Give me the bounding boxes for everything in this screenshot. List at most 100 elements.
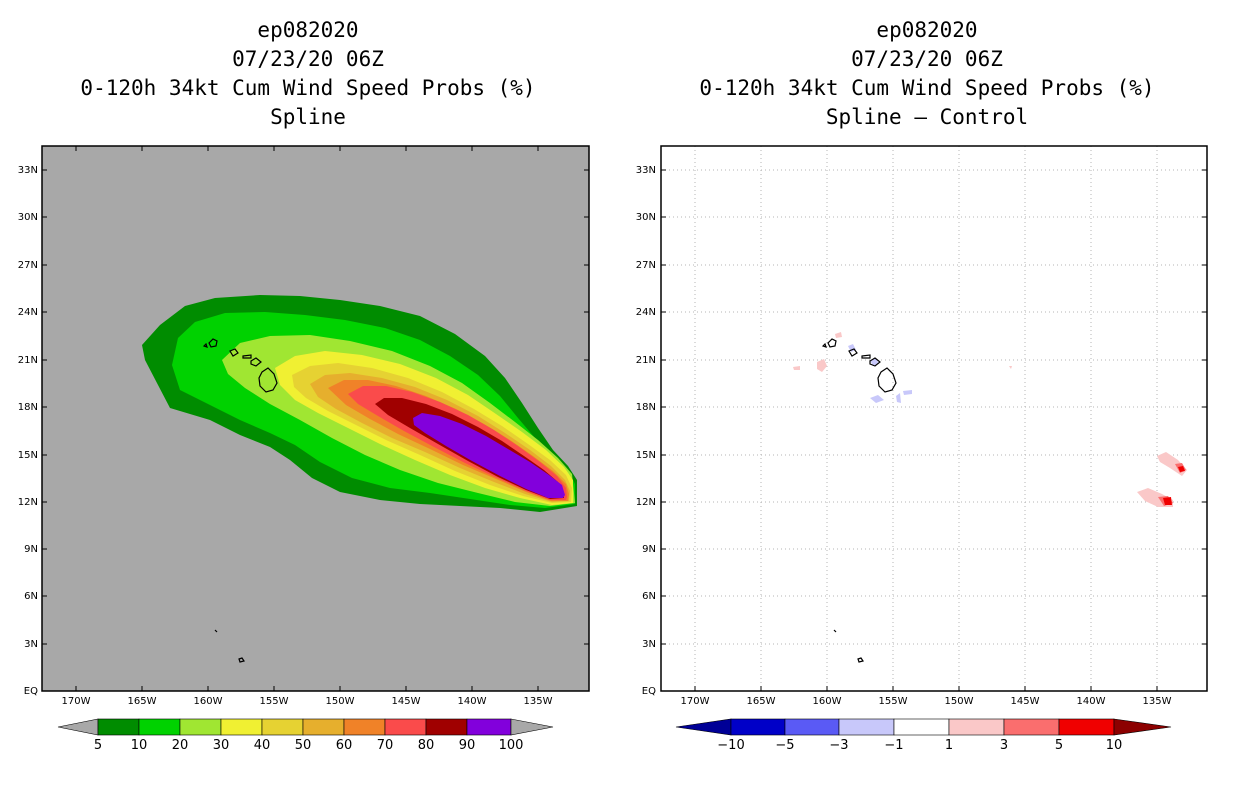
lon-label: 170W	[681, 696, 710, 707]
molokai-island	[242, 354, 252, 359]
oahu-island	[848, 348, 858, 357]
colorbar-swatch	[948, 718, 1005, 736]
positive-diff-patch	[835, 332, 842, 338]
colorbar-swatch	[784, 718, 840, 736]
hawaii-coastline	[821, 338, 897, 663]
lat-label: 18N	[636, 402, 656, 413]
lon-label: 165W	[747, 696, 776, 707]
lat-label: 30N	[636, 212, 656, 223]
forecast-time: 07/23/20 06Z	[851, 47, 1003, 71]
lon-label: 150W	[945, 696, 974, 707]
kauai-island	[827, 338, 837, 348]
product-name: 0-120h 34kt Cum Wind Speed Probs (%)	[699, 76, 1155, 100]
right-colorbar-labels: −10 −5 −3 −1 1 3 5 10	[717, 738, 1122, 753]
lat-label: 24N	[18, 307, 38, 318]
colorbar-label: 100	[499, 738, 524, 753]
negative-diff-patch	[870, 395, 884, 403]
colorbar-label: 5	[94, 738, 102, 753]
longitude-labels: 170W 165W 160W 155W 150W 145W 140W 135W	[681, 696, 1172, 707]
lon-label: 135W	[1143, 696, 1172, 707]
left-map-title: ep082020 07/23/20 06Z 0-120h 34kt Cum Wi…	[8, 16, 608, 132]
kiritimati-island	[857, 657, 864, 663]
lat-label: 15N	[18, 450, 38, 461]
colorbar-swatch	[302, 718, 345, 736]
lon-label: 150W	[326, 696, 355, 707]
lon-label: 160W	[194, 696, 223, 707]
colorbar-swatch	[425, 718, 468, 736]
longitude-axis	[694, 686, 1158, 691]
lat-label: 12N	[18, 497, 38, 508]
lat-label: 6N	[24, 591, 38, 602]
colorbar-under-arrow	[675, 718, 732, 736]
lat-label: EQ	[24, 686, 38, 697]
method-name: Spline	[270, 105, 346, 129]
negative-diff-patch	[903, 390, 912, 395]
colorbar-swatch	[138, 718, 181, 736]
niihau-island	[821, 342, 827, 348]
lat-label: 30N	[18, 212, 38, 223]
colorbar-label: 80	[418, 738, 435, 753]
longitude-axis	[75, 146, 539, 691]
colorbar-swatch	[343, 718, 386, 736]
colorbar-label: 40	[254, 738, 271, 753]
lat-label: 33N	[636, 165, 656, 176]
big-island	[258, 367, 278, 393]
positive-diff-patch	[1163, 497, 1172, 505]
colorbar-over-arrow	[1113, 718, 1172, 736]
molokai-island	[861, 354, 871, 359]
colorbar-label: −5	[775, 738, 794, 753]
colorbar-swatch	[220, 718, 263, 736]
latitude-axis	[661, 169, 1207, 692]
lat-label: 18N	[18, 402, 38, 413]
palmyra-atoll	[214, 629, 218, 633]
lon-label: 165W	[128, 696, 157, 707]
lat-label: 27N	[636, 260, 656, 271]
colorbar-label: −10	[717, 738, 744, 753]
lon-label: 145W	[392, 696, 421, 707]
lat-lon-gridlines	[661, 146, 1207, 691]
lat-label: 9N	[24, 544, 38, 555]
storm-id: ep082020	[257, 18, 359, 42]
lon-label: 140W	[1077, 696, 1106, 707]
left-map-panel: EQ 3N 6N 9N 12N 15N 18N 21N 24N 27N 30N …	[18, 145, 590, 753]
maui-island	[869, 357, 881, 367]
lat-label: 21N	[636, 355, 656, 366]
lat-label: 27N	[18, 260, 38, 271]
negative-diff-patch	[896, 393, 901, 403]
colorbar-swatch	[179, 718, 222, 736]
forecast-time: 07/23/20 06Z	[232, 47, 384, 71]
map-background	[661, 146, 1207, 691]
positive-diff-patch	[817, 359, 827, 372]
lat-label: 12N	[636, 497, 656, 508]
colorbar-label: 1	[945, 738, 953, 753]
colorbar-label: 60	[336, 738, 353, 753]
left-colorbar	[57, 718, 554, 736]
positive-diff-patch	[793, 366, 800, 370]
map-frame	[660, 145, 1208, 692]
colorbar-swatch	[97, 718, 140, 736]
lat-label: 3N	[24, 639, 38, 650]
left-colorbar-labels: 5 10 20 30 40 50 60 70 80 90 100	[94, 738, 524, 753]
colorbar-label: −1	[884, 738, 903, 753]
colorbar-label: −3	[829, 738, 848, 753]
lat-label: 6N	[642, 591, 656, 602]
lat-label: 9N	[642, 544, 656, 555]
big-island	[877, 367, 897, 393]
positive-diff-patch	[1178, 466, 1185, 472]
positive-diff-patch	[1009, 366, 1012, 369]
colorbar-under-arrow	[57, 718, 99, 736]
oahu-island	[229, 348, 239, 357]
colorbar-swatch	[261, 718, 304, 736]
product-name: 0-120h 34kt Cum Wind Speed Probs (%)	[80, 76, 536, 100]
storm-id: ep082020	[876, 18, 978, 42]
hawaii-coastline	[202, 338, 278, 663]
difference-field	[793, 332, 1187, 507]
method-name: Spline – Control	[825, 105, 1029, 129]
colorbar-label: 3	[1000, 738, 1008, 753]
lon-label: 155W	[879, 696, 908, 707]
colorbar-over-arrow	[510, 718, 554, 736]
colorbar-swatch	[1058, 718, 1115, 736]
colorbar-swatch	[1003, 718, 1060, 736]
colorbar-label: 5	[1055, 738, 1063, 753]
